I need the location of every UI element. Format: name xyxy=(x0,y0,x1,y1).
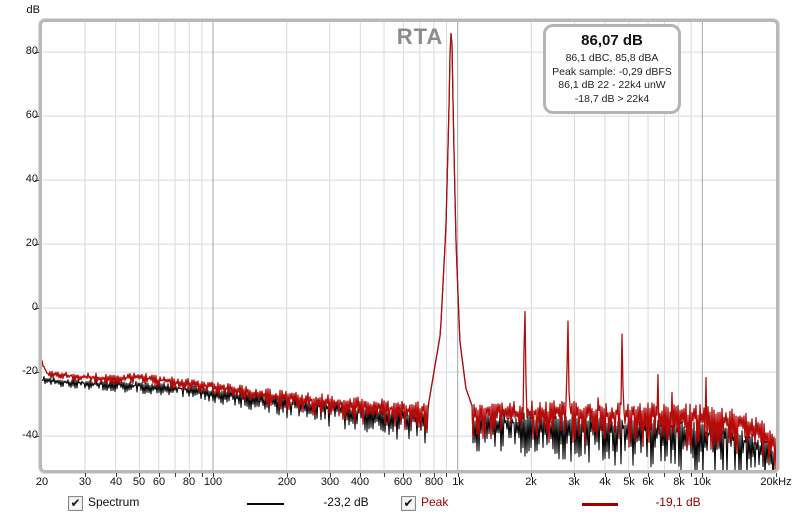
x-tick-mark-300 xyxy=(330,473,331,477)
x-tick-label-400: 400 xyxy=(350,476,370,488)
x-tick-mark-9000 xyxy=(691,473,692,477)
x-tick-label-600: 600 xyxy=(393,476,413,488)
x-tick-mark-100 xyxy=(213,473,214,477)
x-tick-label-300: 300 xyxy=(320,476,340,488)
y-tick-mark--20 xyxy=(35,372,39,373)
x-tick-mark-50 xyxy=(139,473,140,477)
y-tick-mark--40 xyxy=(35,436,39,437)
info-line-weighted: 86,1 dBC, 85,8 dBA xyxy=(565,52,659,64)
chart-title: RTA xyxy=(396,24,444,49)
x-tick-mark-200 xyxy=(287,473,288,477)
x-tick-mark-500 xyxy=(384,473,385,477)
x-tick-mark-7000 xyxy=(664,473,665,477)
spectrum-checkbox[interactable]: ✔ xyxy=(68,496,83,511)
y-tick-mark-40 xyxy=(35,180,39,181)
x-tick-mark-600 xyxy=(403,473,404,477)
x-tick-mark-900 xyxy=(446,473,447,477)
x-tick-mark-90 xyxy=(202,473,203,477)
x-tick-label-6000: 6k xyxy=(642,476,654,488)
x-tick-mark-70 xyxy=(175,473,176,477)
x-tick-mark-3000 xyxy=(574,473,575,477)
x-tick-mark-80 xyxy=(189,473,190,477)
spectrum-legend-label: Spectrum xyxy=(88,495,140,509)
x-tick-mark-700 xyxy=(420,473,421,477)
y-tick-mark-60 xyxy=(35,116,39,117)
y-tick-label--40: -40 xyxy=(22,429,38,441)
peak-level-value: -19,1 dB xyxy=(655,495,701,509)
y-tick-label-0: 0 xyxy=(31,301,38,313)
x-tick-mark-800 xyxy=(434,473,435,477)
x-tick-mark-8000 xyxy=(679,473,680,477)
x-tick-label-50: 50 xyxy=(132,476,146,488)
y-axis-unit-label: dB xyxy=(26,4,40,16)
peak-legend-label: Peak xyxy=(421,495,449,509)
x-tick-label-10000: 10k xyxy=(693,476,711,488)
x-tick-label-1000: 1k xyxy=(452,476,464,488)
x-tick-label-20: 20 xyxy=(35,476,49,488)
x-tick-label-8000: 8k xyxy=(673,476,685,488)
x-tick-mark-10000 xyxy=(702,473,703,477)
x-tick-label-30: 30 xyxy=(78,476,92,488)
y-tick-label-40: 40 xyxy=(25,173,38,185)
measurement-info-box: 86,07 dB 86,1 dBC, 85,8 dBA Peak sample:… xyxy=(543,24,681,114)
x-tick-label-2000: 2k xyxy=(525,476,537,488)
spectrum-line-sample xyxy=(247,503,284,505)
y-tick-mark-0 xyxy=(35,308,39,309)
peak-checkbox[interactable]: ✔ xyxy=(401,496,416,511)
spectrum-level-value: -23,2 dB xyxy=(323,495,369,509)
x-tick-label-4000: 4k xyxy=(599,476,611,488)
y-tick-label-60: 60 xyxy=(25,109,38,121)
x-tick-mark-5000 xyxy=(629,473,630,477)
x-tick-mark-400 xyxy=(360,473,361,477)
x-tick-mark-4000 xyxy=(605,473,606,477)
x-tick-label-200: 200 xyxy=(277,476,297,488)
y-tick-label--20: -20 xyxy=(22,365,38,377)
x-tick-mark-6000 xyxy=(648,473,649,477)
peak-trace xyxy=(42,32,776,470)
x-tick-label-40: 40 xyxy=(109,476,123,488)
peak-line-sample xyxy=(582,503,618,506)
spectrum-trace xyxy=(42,32,776,470)
x-tick-mark-1000 xyxy=(458,473,459,477)
y-tick-label-80: 80 xyxy=(25,45,38,57)
x-tick-label-3000: 3k xyxy=(568,476,580,488)
x-tick-mark-20000 xyxy=(776,473,777,477)
info-line-band-level: 86,1 dB 22 - 22k4 unW xyxy=(558,79,666,91)
x-tick-label-80: 80 xyxy=(182,476,196,488)
y-tick-mark-20 xyxy=(35,244,39,245)
x-tick-mark-60 xyxy=(159,473,160,477)
info-headline-level: 86,07 dB xyxy=(581,32,643,49)
x-tick-label-60: 60 xyxy=(152,476,166,488)
x-tick-mark-40 xyxy=(116,473,117,477)
x-tick-label-20000: 20kHz xyxy=(760,476,792,488)
info-line-peak-sample: Peak sample: -0,29 dBFS xyxy=(552,65,672,78)
x-tick-label-100: 100 xyxy=(203,476,223,488)
x-tick-label-800: 800 xyxy=(424,476,444,488)
x-tick-mark-2000 xyxy=(531,473,532,477)
x-tick-label-5000: 5k xyxy=(623,476,635,488)
y-tick-mark-80 xyxy=(35,52,39,53)
y-tick-label-20: 20 xyxy=(25,237,38,249)
info-line-above-band: -18,7 dB > 22k4 xyxy=(574,92,650,105)
x-tick-mark-30 xyxy=(85,473,86,477)
